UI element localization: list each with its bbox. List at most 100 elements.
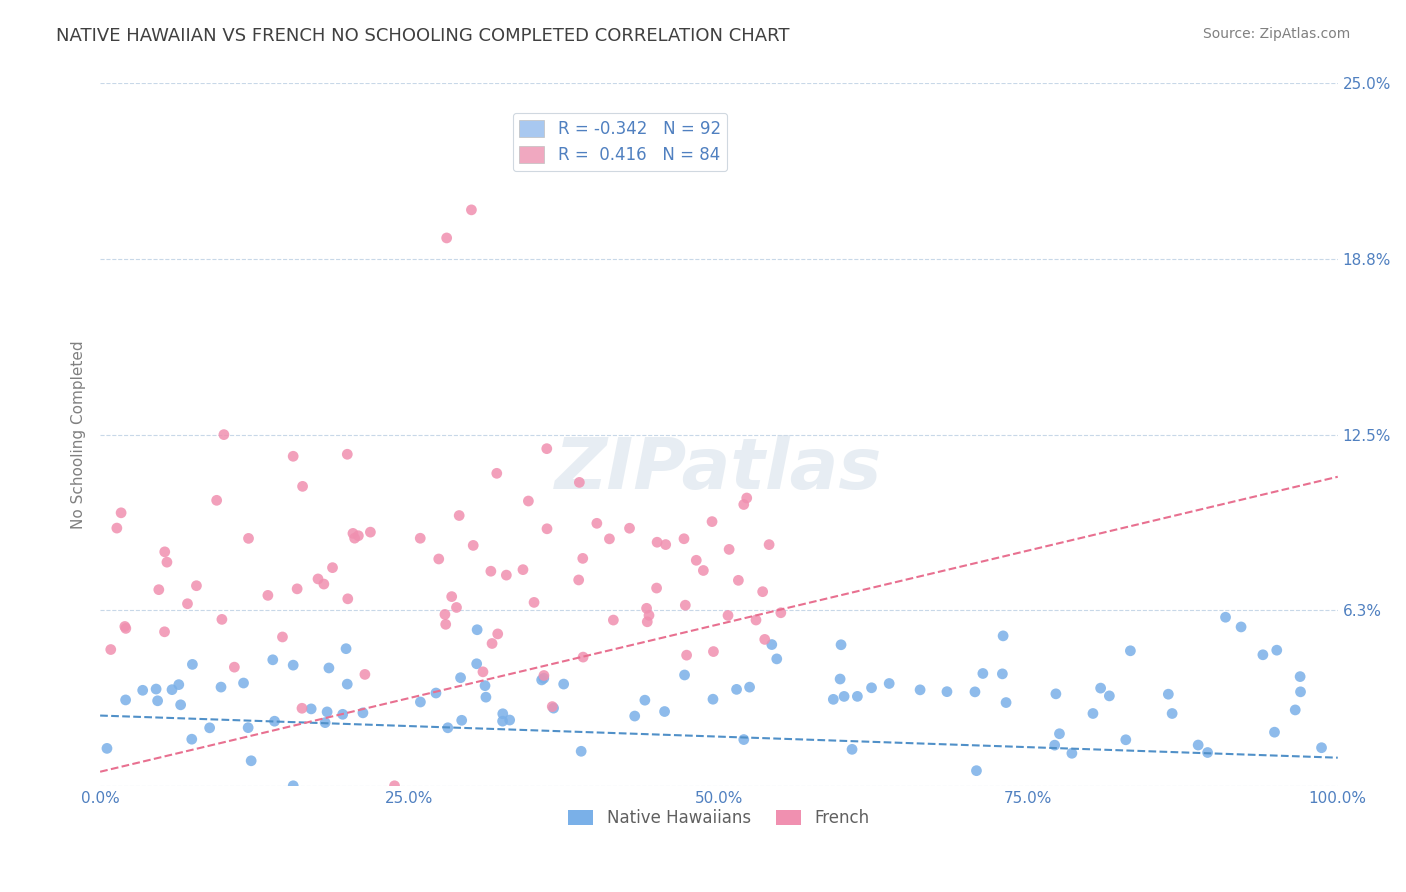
Point (271, 630, 294, 644)
Point (498, 713, 520, 727)
Point (321, 560, 343, 574)
Point (568, 573, 591, 587)
Text: ZIPatlas: ZIPatlas (555, 435, 883, 504)
Point (384, 779, 406, 793)
Point (936, 684, 959, 698)
Point (654, 538, 676, 552)
Point (336, 677, 359, 691)
Point (769, 606, 792, 620)
Point (636, 615, 658, 629)
Point (318, 661, 340, 675)
Point (114, 619, 136, 633)
Point (347, 529, 370, 543)
Point (352, 706, 374, 720)
Point (283, 658, 305, 673)
Point (96, 741, 118, 756)
Point (153, 624, 176, 639)
Point (675, 648, 697, 662)
Point (830, 672, 852, 686)
Point (153, 545, 176, 559)
Point (536, 522, 558, 536)
Point (738, 680, 761, 694)
Point (224, 660, 246, 674)
Point (963, 685, 986, 699)
Point (485, 467, 508, 481)
Point (1310, 740, 1333, 755)
Point (359, 525, 381, 540)
Point (316, 705, 339, 719)
Point (727, 574, 749, 588)
Point (446, 600, 468, 615)
Point (1157, 687, 1180, 701)
Point (440, 590, 463, 604)
Point (481, 636, 503, 650)
Point (735, 491, 758, 505)
Point (877, 676, 900, 690)
Point (571, 551, 593, 566)
Point (291, 701, 314, 715)
Point (536, 442, 558, 456)
Point (342, 526, 364, 541)
Point (745, 613, 768, 627)
Point (1289, 685, 1312, 699)
Point (623, 709, 645, 723)
Point (1090, 681, 1112, 695)
Point (343, 531, 366, 545)
Point (100, 642, 122, 657)
Point (291, 479, 314, 493)
Point (860, 681, 883, 695)
Point (717, 608, 740, 623)
Point (433, 607, 456, 622)
Point (167, 678, 190, 692)
Point (335, 641, 357, 656)
Point (1119, 644, 1142, 658)
Point (436, 231, 458, 245)
Point (751, 584, 773, 599)
Point (240, 754, 263, 768)
Point (823, 692, 845, 706)
Point (1049, 727, 1071, 741)
Point (700, 515, 723, 529)
Point (733, 732, 755, 747)
Point (307, 572, 329, 586)
Point (765, 652, 787, 666)
Point (685, 553, 707, 567)
Point (262, 653, 284, 667)
Point (619, 521, 641, 535)
Point (449, 508, 471, 523)
Point (673, 598, 696, 612)
Point (553, 677, 575, 691)
Point (1263, 725, 1285, 739)
Point (1251, 648, 1274, 662)
Point (486, 627, 509, 641)
Point (517, 494, 540, 508)
Point (495, 568, 517, 582)
Point (702, 644, 724, 658)
Point (437, 721, 460, 735)
Point (211, 612, 233, 626)
Point (761, 638, 783, 652)
Point (257, 588, 280, 602)
Point (238, 532, 260, 546)
Point (1215, 610, 1237, 624)
Point (832, 690, 855, 704)
Point (312, 577, 335, 591)
Point (645, 535, 668, 549)
Point (314, 715, 336, 730)
Point (212, 427, 235, 442)
Point (114, 621, 136, 635)
Point (1045, 687, 1067, 701)
Point (145, 681, 167, 696)
Point (673, 668, 696, 682)
Point (1284, 703, 1306, 717)
Point (1197, 746, 1219, 760)
Point (533, 671, 555, 685)
Point (450, 671, 472, 685)
Point (492, 706, 515, 721)
Point (1265, 643, 1288, 657)
Point (585, 516, 607, 531)
Point (572, 650, 595, 665)
Legend: Native Hawaiians, French: Native Hawaiians, French (562, 802, 876, 834)
Text: NATIVE HAWAIIAN VS FRENCH NO SCHOOLING COMPLETED CORRELATION CHART: NATIVE HAWAIIAN VS FRENCH NO SCHOOLING C… (56, 27, 790, 45)
Point (634, 693, 657, 707)
